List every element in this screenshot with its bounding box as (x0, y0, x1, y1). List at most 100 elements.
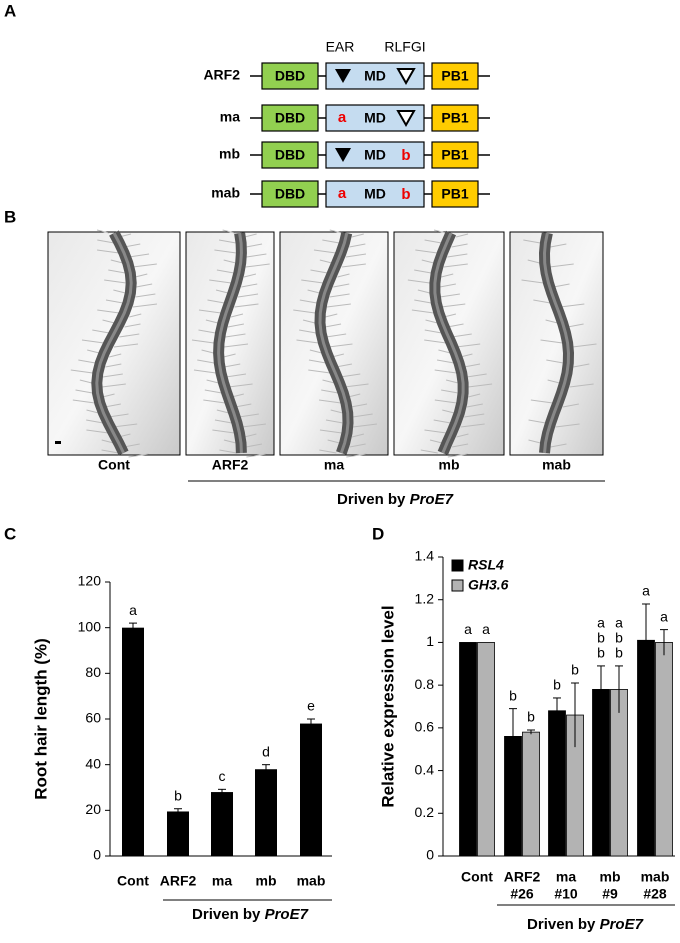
domain-box (431, 141, 479, 169)
significance-letter: d (262, 743, 270, 759)
rlfgi-mutation: b (401, 186, 410, 203)
x-tick-label: ma (212, 873, 232, 889)
caption-text: Driven by (192, 906, 261, 923)
significance-letter: b (615, 630, 623, 646)
y-tick-label: 40 (85, 755, 101, 771)
y-tick-label: 60 (85, 710, 101, 726)
significance-letter: b (553, 677, 561, 693)
ear-motif (335, 148, 351, 162)
significance-letter: e (307, 698, 315, 714)
bar (522, 731, 540, 857)
rlfgi-motif (396, 68, 416, 86)
significance-letter: b (615, 645, 623, 661)
significance-letter: a (642, 583, 650, 599)
panel-label: B (4, 207, 16, 226)
photo-label: mb (439, 457, 460, 473)
panel-label: A (4, 1, 16, 20)
significance-letter: a (464, 621, 472, 637)
row-label: ma (220, 109, 240, 125)
domain-box (261, 141, 319, 169)
domain-box (325, 180, 425, 208)
y-tick-label: 1.2 (415, 590, 435, 606)
caption-italic: ProE7 (600, 916, 644, 933)
domain-box (261, 62, 319, 90)
domain-label: DBD (275, 110, 305, 126)
y-tick-label: 0.8 (415, 676, 435, 692)
y-tick-label: 80 (85, 664, 101, 680)
bar (255, 769, 277, 856)
significance-letter: b (509, 687, 517, 703)
panel-label: D (372, 524, 384, 543)
bar (592, 689, 610, 857)
x-tick-label: #26 (510, 886, 534, 902)
row-label: ARF2 (203, 67, 240, 83)
caption-italic: ProE7 (265, 906, 309, 923)
photo-label: Cont (98, 457, 130, 473)
header: RLFGI (384, 39, 425, 55)
domain-label: PB1 (441, 147, 468, 163)
row-label: mab (211, 185, 240, 201)
root-core (95, 232, 133, 454)
significance-letter: a (129, 602, 137, 618)
significance-letter: a (597, 615, 605, 631)
x-tick-label: ARF2 (160, 873, 197, 889)
y-tick-label: 1 (426, 633, 434, 649)
row-label: mb (219, 146, 240, 162)
photo-label: ARF2 (212, 457, 249, 473)
caption-text: Driven by (527, 916, 596, 933)
y-tick-label: 0 (426, 847, 434, 863)
legend-label: RSL4 (468, 557, 504, 573)
domain-label: DBD (275, 186, 305, 202)
bar (167, 811, 189, 856)
y-tick-label: 100 (78, 618, 102, 634)
domain-box (431, 180, 479, 208)
domain-label: MD (364, 186, 386, 202)
header: EAR (326, 39, 355, 55)
legend-label: GH3.6 (468, 577, 509, 593)
x-tick-label: mab (297, 873, 326, 889)
domain-box (261, 104, 319, 132)
domain-label: DBD (275, 147, 305, 163)
domain-label: DBD (275, 68, 305, 84)
domain-box (261, 180, 319, 208)
domain-box (431, 62, 479, 90)
caption: Driven by ProE7 (337, 491, 454, 508)
caption: Driven by ProE7 (527, 916, 644, 933)
root-hairs (293, 229, 378, 458)
rlfgi-motif (396, 110, 416, 128)
x-tick-label: mb (256, 873, 277, 889)
significance-letter: b (597, 630, 605, 646)
domain-box (431, 104, 479, 132)
ear-mutation: a (338, 185, 347, 202)
x-tick-label: #28 (643, 886, 667, 902)
y-tick-label: 20 (85, 801, 101, 817)
x-tick-label: ARF2 (504, 869, 541, 885)
root-hairs (521, 239, 597, 448)
legend-swatch (451, 559, 464, 572)
x-tick-label: mb (600, 869, 621, 885)
significance-letter: c (219, 768, 226, 784)
y-tick-label: 0 (93, 847, 101, 863)
y-tick-label: 0.2 (415, 804, 435, 820)
bar (477, 642, 495, 857)
root-core (318, 232, 350, 454)
caption: Driven by ProE7 (192, 906, 309, 923)
significance-letter: b (527, 709, 535, 725)
domain-label: PB1 (441, 68, 468, 84)
significance-letter: a (660, 608, 668, 624)
bar (211, 792, 233, 856)
domain-label: MD (364, 147, 386, 163)
x-tick-label: #10 (554, 886, 578, 902)
root-hairs (70, 229, 158, 458)
bar (300, 723, 322, 856)
significance-letter: a (482, 621, 490, 637)
root-hairs (407, 229, 493, 458)
scale-bar (55, 441, 61, 444)
domain-label: PB1 (441, 186, 468, 202)
bar (122, 627, 144, 856)
x-tick-label: #9 (602, 886, 618, 902)
x-tick-label: ma (556, 869, 576, 885)
significance-letter: b (174, 787, 182, 803)
domain-label: MD (364, 68, 386, 84)
